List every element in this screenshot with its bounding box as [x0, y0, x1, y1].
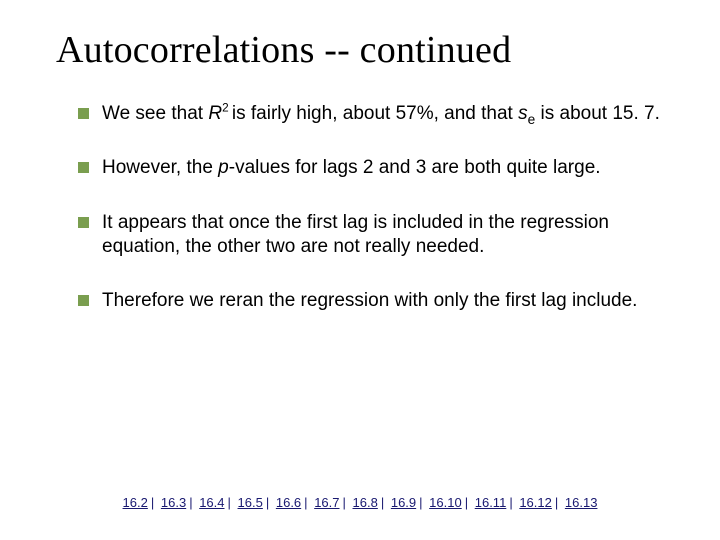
superscript: 2: [222, 102, 232, 115]
text-span: is fairly high, about 57%, and that: [232, 103, 518, 124]
separator: |: [462, 495, 471, 510]
footer-link[interactable]: 16.9: [391, 495, 416, 510]
separator: |: [340, 495, 349, 510]
bullet-list: We see that R2 is fairly high, about 57%…: [56, 102, 664, 314]
text-span: We see that: [102, 103, 208, 124]
text-span: Therefore we reran the regression with o…: [102, 290, 637, 311]
separator: |: [416, 495, 425, 510]
footer-link[interactable]: 16.10: [429, 495, 462, 510]
list-item: However, the p-values for lags 2 and 3 a…: [78, 156, 664, 180]
separator: |: [506, 495, 515, 510]
list-item: Therefore we reran the regression with o…: [78, 289, 664, 313]
r-symbol: R: [208, 103, 222, 124]
separator: |: [378, 495, 387, 510]
footer-link[interactable]: 16.2: [123, 495, 148, 510]
slide-title: Autocorrelations -- continued: [56, 28, 664, 72]
list-item: We see that R2 is fairly high, about 57%…: [78, 102, 664, 126]
footer-link[interactable]: 16.4: [199, 495, 224, 510]
footer-link[interactable]: 16.3: [161, 495, 186, 510]
text-span: -values for lags 2 and 3 are both quite …: [229, 157, 601, 178]
footer-link[interactable]: 16.7: [314, 495, 339, 510]
footer-link[interactable]: 16.6: [276, 495, 301, 510]
p-symbol: p: [218, 157, 229, 178]
footer-link[interactable]: 16.11: [475, 495, 507, 510]
text-span: is about 15. 7.: [535, 103, 660, 124]
footer-link[interactable]: 16.8: [353, 495, 378, 510]
footer-link[interactable]: 16.12: [519, 495, 552, 510]
list-item: It appears that once the first lag is in…: [78, 211, 664, 260]
text-span: However, the: [102, 157, 218, 178]
text-span: It appears that once the first lag is in…: [102, 212, 609, 257]
footer-link[interactable]: 16.5: [238, 495, 263, 510]
separator: |: [552, 495, 561, 510]
separator: |: [301, 495, 310, 510]
slide: Autocorrelations -- continued We see tha…: [0, 0, 720, 540]
separator: |: [148, 495, 157, 510]
separator: |: [225, 495, 234, 510]
footer-nav: 16.2| 16.3| 16.4| 16.5| 16.6| 16.7| 16.8…: [0, 495, 720, 510]
footer-link[interactable]: 16.13: [565, 495, 598, 510]
separator: |: [186, 495, 195, 510]
separator: |: [263, 495, 272, 510]
s-symbol: s: [518, 103, 528, 124]
